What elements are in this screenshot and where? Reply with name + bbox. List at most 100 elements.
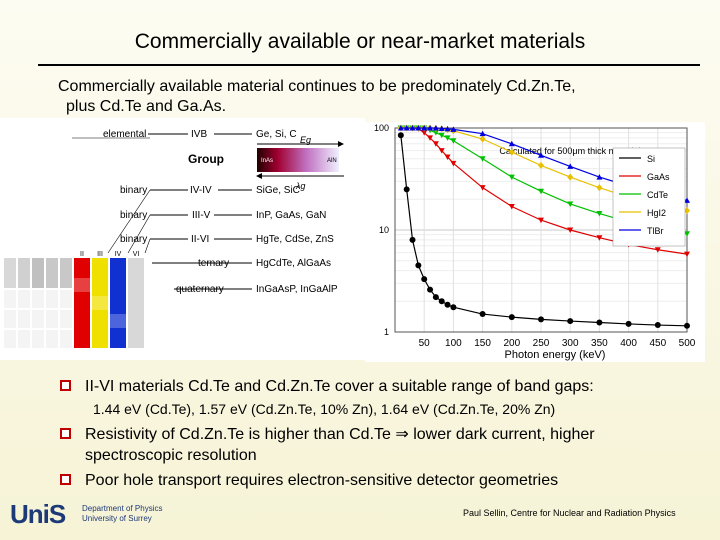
- data-point-gaas: [508, 203, 515, 210]
- band-gap-values: 1.44 eV (Cd.Te), 1.57 eV (Cd.Zn.Te, 10% …: [93, 401, 556, 417]
- bullet-2-text: Resistivity of Cd.Zn.Te is higher than C…: [85, 424, 685, 466]
- data-point-hgi2: [596, 184, 603, 192]
- semiconductor-family-figure: II III IV VI InAs AlN Eg λg Group: [0, 118, 365, 360]
- band-legend-bottom: λg: [295, 181, 305, 191]
- x-tick-label: 400: [620, 338, 637, 349]
- plot-frame: [394, 127, 688, 333]
- data-point-gaas: [596, 235, 603, 241]
- x-tick-label: 100: [445, 338, 462, 349]
- series-line-si: [400, 135, 688, 327]
- logo-line-2: University of Surrey: [82, 514, 152, 523]
- intro-text: Commercially available material continue…: [58, 77, 698, 117]
- data-point-cdte: [567, 201, 574, 207]
- data-point-si: [596, 319, 603, 326]
- data-point-cdte: [508, 174, 515, 181]
- logo-wordmark: UniS: [10, 499, 66, 528]
- data-point-cdte: [596, 211, 603, 217]
- legend-label: HgI2: [647, 208, 666, 218]
- chart-ticks: 50 100 150 200 250 300 350 400 450 500 1 10 100: [374, 123, 696, 349]
- data-point-tlbr: [403, 125, 410, 131]
- svg-text:VI: VI: [133, 251, 140, 258]
- chart-title: Calculated for 500μm thick material: [499, 146, 640, 156]
- data-point-si: [567, 318, 574, 325]
- data-point-tlbr: [567, 163, 574, 169]
- legend-label: CdTe: [647, 190, 668, 200]
- row-label-5: quaternary: [176, 284, 224, 295]
- bullet-2-line-1: Resistivity of Cd.Zn.Te is higher than C…: [85, 426, 595, 443]
- x-tick-label: 500: [679, 338, 696, 349]
- bullet-marker-icon: [60, 380, 71, 391]
- data-point-cdte: [479, 156, 486, 162]
- bullet-marker-icon: [60, 428, 71, 439]
- intro-line-1: Commercially available material continue…: [58, 78, 576, 95]
- data-point-si: [654, 322, 661, 329]
- data-point-gaas: [538, 217, 544, 224]
- data-point-gaas: [432, 141, 439, 147]
- semiconductor-diagram: II III IV VI InAs AlN Eg λg Group: [4, 129, 344, 348]
- bullet-marker-icon: [60, 474, 71, 485]
- data-point-gaas: [684, 251, 690, 258]
- data-point-gaas: [421, 130, 428, 136]
- row-examples-5: InGaAsP, InGaAlP: [256, 284, 338, 295]
- data-point-cdte: [538, 188, 544, 195]
- data-point-gaas: [479, 185, 486, 191]
- data-point-si: [403, 186, 410, 193]
- data-point-si: [479, 311, 486, 318]
- data-point-cdte: [450, 138, 457, 144]
- band-legend-top: Eg: [300, 135, 311, 145]
- y-tick-label: 100: [374, 123, 389, 133]
- legend-label: GaAs: [647, 172, 670, 182]
- x-tick-label: 250: [533, 338, 550, 349]
- band-gap-gradient: [257, 148, 339, 172]
- data-point-tlbr: [444, 125, 451, 132]
- data-point-tlbr: [438, 125, 445, 131]
- data-point-tlbr: [684, 197, 690, 203]
- data-point-gaas: [567, 227, 574, 233]
- data-point-hgi2: [567, 173, 574, 181]
- x-axis-label: Photon energy (keV): [505, 349, 606, 361]
- chart-legend: Si GaAs CdTe HgI2 TlBr: [612, 147, 686, 247]
- logo-line-1: Department of Physics: [82, 504, 162, 513]
- data-point-cdte: [684, 231, 690, 237]
- bullet-1-text: II-VI materials Cd.Te and Cd.Zn.Te cover…: [85, 378, 594, 395]
- efficiency-chart: Calculated for 500μm thick material 50 10…: [365, 122, 705, 362]
- bullet-3-text: Poor hole transport requires electron-se…: [85, 472, 559, 489]
- y-tick-label: 1: [384, 327, 389, 337]
- band-legend-left: InAs: [261, 158, 273, 164]
- y-tick-label: 10: [379, 225, 389, 235]
- data-point-si: [684, 322, 690, 329]
- data-point-si: [538, 316, 544, 323]
- row-label-4: ternary: [198, 258, 229, 269]
- data-point-tlbr: [432, 125, 439, 131]
- row-examples-3: HgTe, CdSe, ZnS: [256, 234, 334, 245]
- row-label-1: binary: [120, 185, 147, 196]
- data-point-tlbr: [450, 126, 457, 132]
- x-tick-label: 350: [591, 338, 608, 349]
- university-logo: UniS Department of Physics University of…: [10, 499, 162, 528]
- data-point-si: [427, 286, 434, 293]
- row-examples-0: Ge, Si, C: [256, 129, 297, 140]
- data-point-hgi2: [684, 207, 690, 215]
- row-examples-4: HgCdTe, AlGaAs: [256, 258, 331, 269]
- x-tick-label: 200: [503, 338, 520, 349]
- row-group-2: III-V: [192, 210, 211, 221]
- data-point-gaas: [427, 135, 434, 141]
- data-point-si: [625, 320, 632, 327]
- x-tick-label: 300: [562, 338, 579, 349]
- data-point-hgi2: [538, 161, 544, 169]
- data-point-tlbr: [427, 125, 434, 131]
- data-point-tlbr: [596, 174, 603, 180]
- data-point-tlbr: [508, 140, 515, 147]
- data-point-si: [508, 314, 515, 321]
- data-point-gaas: [654, 247, 661, 253]
- data-point-tlbr: [415, 125, 422, 131]
- data-point-si: [438, 298, 445, 305]
- svg-text:IV: IV: [115, 251, 122, 258]
- data-point-si: [450, 304, 457, 311]
- data-point-gaas: [438, 148, 445, 154]
- footer-credit: Paul Sellin, Centre for Nuclear and Radi…: [463, 508, 676, 518]
- data-point-hgi2: [479, 135, 486, 143]
- band-legend-right: AlN: [327, 158, 337, 164]
- data-point-cdte: [438, 132, 445, 139]
- data-point-hgi2: [508, 148, 515, 156]
